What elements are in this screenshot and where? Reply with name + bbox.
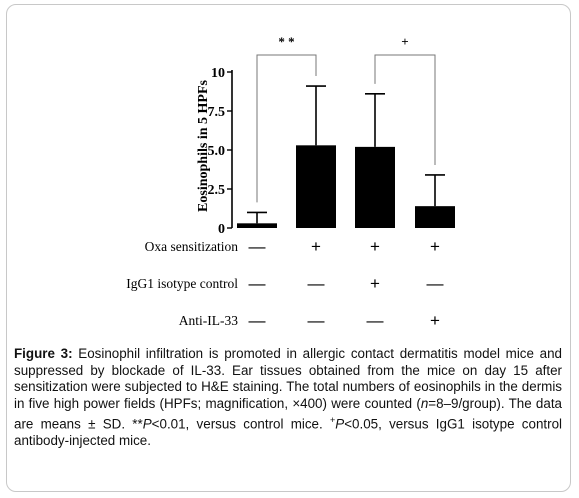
y-tick-label: 0 bbox=[218, 222, 225, 237]
significance-bracket bbox=[374, 54, 436, 165]
caption-p: P bbox=[142, 416, 152, 432]
caption-n: n bbox=[420, 395, 429, 411]
bar bbox=[237, 223, 277, 228]
condition-sign: — bbox=[249, 274, 266, 293]
caption-text: <0.05, versus IgG1 isotype control antib… bbox=[14, 416, 562, 449]
y-tick-label: 10 bbox=[211, 66, 225, 81]
bar bbox=[355, 146, 395, 228]
caption-plus: + bbox=[330, 415, 336, 426]
condition-sign: + bbox=[430, 311, 440, 330]
condition-sign: — bbox=[249, 237, 266, 256]
caption-text: Eosinophil infiltration is promoted in a… bbox=[14, 346, 563, 411]
caption-text: =8–9/group). The data are means ± SD. ** bbox=[14, 395, 562, 432]
condition-sign: + bbox=[430, 237, 440, 256]
condition-label: Oxa sensitization bbox=[145, 239, 239, 254]
figure-caption: Figure 3: Eosinophil infiltration is pro… bbox=[14, 346, 562, 450]
condition-sign: — bbox=[308, 311, 325, 330]
condition-sign: + bbox=[370, 274, 380, 293]
figure-frame bbox=[6, 4, 571, 492]
y-tick-label: 7.5 bbox=[208, 105, 226, 120]
bar-chart: Eosinophils in 5 HPFs 02.55.07.510 * * + … bbox=[126, 34, 455, 330]
bar bbox=[415, 206, 455, 228]
caption-text: <0.01, versus control mice. bbox=[151, 416, 330, 432]
significance-label: + bbox=[401, 34, 408, 49]
bar bbox=[296, 145, 336, 228]
condition-label: Anti-IL-33 bbox=[179, 313, 238, 328]
caption-figure-label: Figure 3: bbox=[14, 346, 73, 361]
condition-sign: + bbox=[370, 237, 380, 256]
condition-sign: — bbox=[249, 311, 266, 330]
condition-sign: — bbox=[427, 274, 444, 293]
y-tick-label: 2.5 bbox=[208, 183, 226, 198]
condition-label: IgG1 isotype control bbox=[126, 276, 238, 291]
caption-p: P bbox=[335, 416, 345, 432]
condition-sign: — bbox=[367, 311, 384, 330]
significance-bracket bbox=[256, 54, 317, 203]
significance-label: * * bbox=[278, 34, 294, 49]
y-tick-label: 5.0 bbox=[208, 144, 226, 159]
condition-sign: — bbox=[308, 274, 325, 293]
condition-sign: + bbox=[311, 237, 321, 256]
y-axis-label: Eosinophils in 5 HPFs bbox=[196, 80, 211, 212]
